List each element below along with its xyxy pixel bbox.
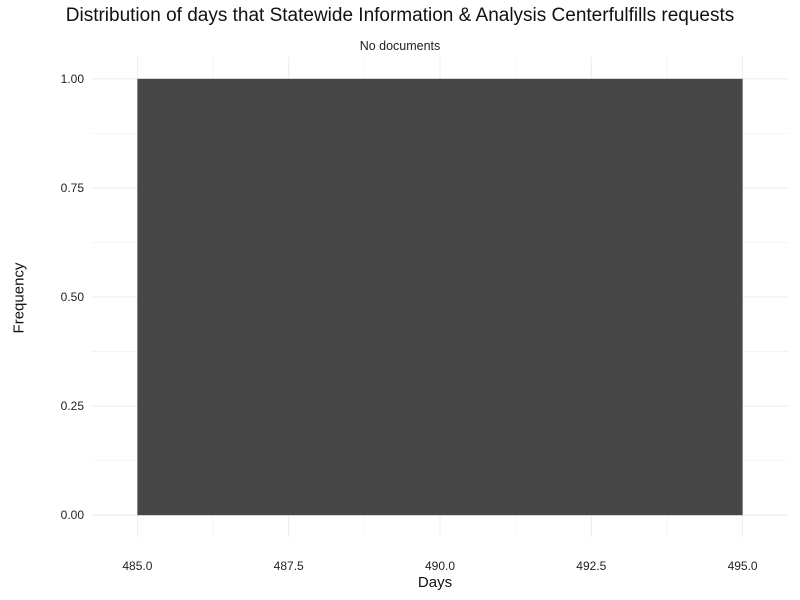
chart-title: Distribution of days that Statewide Info… (65, 5, 735, 26)
histogram-bar (137, 78, 743, 516)
chart-subtitle: No documents (359, 39, 441, 53)
x-tick-label: 485.0 (122, 559, 152, 573)
x-axis-label: Days (417, 574, 453, 591)
y-tick-label: 1.00 (61, 72, 85, 86)
y-axis-label: Frequency (10, 262, 28, 334)
y-tick-label: 0.50 (61, 290, 85, 304)
y-tick-label: 0.00 (61, 508, 85, 522)
y-tick-label: 0.25 (61, 399, 85, 413)
x-tick-label: 492.5 (576, 559, 606, 573)
y-tick-label: 0.75 (61, 181, 85, 195)
x-tick-label: 490.0 (425, 559, 455, 573)
x-tick-label: 487.5 (274, 559, 304, 573)
x-tick-label: 495.0 (728, 559, 758, 573)
